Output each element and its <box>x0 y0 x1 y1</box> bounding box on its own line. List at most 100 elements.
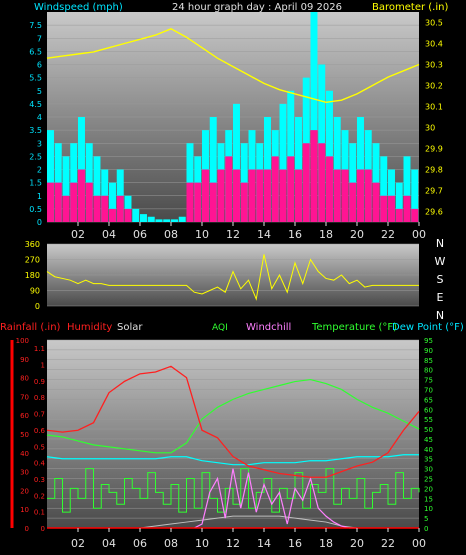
direction-tick: 90 <box>30 287 40 296</box>
x-tick: 10 <box>195 228 209 241</box>
windspeed-tick: 6.5 <box>29 47 42 56</box>
rainfall-tick: 0.8 <box>34 394 45 402</box>
barometer-tick: 30.1 <box>425 103 443 112</box>
x-tick: 12 <box>226 537 240 550</box>
x-tick: 18 <box>319 228 333 241</box>
temperature-tick: 90 <box>424 347 433 355</box>
rainfall-tick: 0.4 <box>34 460 46 468</box>
x-tick: 16 <box>288 537 302 550</box>
temperature-tick: 95 <box>424 337 433 345</box>
x-tick: 06 <box>133 537 147 550</box>
x-tick: 14 <box>257 537 271 550</box>
barometer-ticks: 29.6 29.7 29.8 29.9 30 30.1 30.2 30.3 30.4 30.5 <box>425 19 443 217</box>
humidity-tick: 70 <box>20 393 29 401</box>
wind-gust-bar <box>411 169 419 222</box>
humidity-ticks: 0 10 20 30 40 50 60 70 80 90 100 <box>16 337 29 533</box>
x-tick: 20 <box>350 228 364 241</box>
wind-speed-bar <box>295 169 302 222</box>
wind-speed-bar <box>93 195 101 222</box>
wind-direction-line <box>46 254 419 301</box>
wind-gust-bar <box>380 156 388 222</box>
windspeed-tick: 7.5 <box>29 21 42 30</box>
windspeed-tick: 3 <box>37 139 42 148</box>
wind-speed-bar <box>194 182 202 222</box>
barometer-tick: 29.9 <box>425 145 443 154</box>
temperature-tick: 50 <box>424 426 433 434</box>
rainfall-ticks: 0 0.1 0.2 0.3 0.4 0.5 0.6 0.7 0.8 0.9 1 1.1 <box>34 345 46 533</box>
dewpoint-label: Dew Point (°F) <box>392 322 464 333</box>
dewpoint-line <box>46 454 419 466</box>
windspeed-tick: 2.5 <box>29 152 42 161</box>
wind-speed-bar <box>271 156 279 222</box>
humidity-line <box>46 365 420 478</box>
wind-speed-bar <box>395 208 403 222</box>
windspeed-tick: 2 <box>37 166 42 175</box>
barometer-tick: 30.2 <box>425 82 443 91</box>
compass-label: W <box>435 255 446 268</box>
rainfall-tick: 0.6 <box>34 427 46 435</box>
windspeed-tick: 1.5 <box>29 179 42 188</box>
wind-gust-bar <box>178 216 186 222</box>
wind-gust-bar <box>109 182 116 222</box>
wind-gust-bar <box>132 208 140 222</box>
rainfall-label: Rainfall (.in) <box>0 322 61 333</box>
barometer-tick: 30 <box>425 124 435 133</box>
humidity-tick: 90 <box>20 356 29 364</box>
windspeed-axis-label: Windspeed (mph) <box>34 2 123 13</box>
x-tick: 02 <box>71 537 85 550</box>
aqi-line <box>47 468 420 513</box>
wind-speed-bar <box>209 182 217 222</box>
humidity-tick: 10 <box>20 506 29 514</box>
wind-speed-bar <box>403 195 411 222</box>
direction-tick: 270 <box>25 256 40 265</box>
direction-tick: 360 <box>25 240 40 249</box>
wind-speed-bar <box>70 182 78 222</box>
wind-speed-bar <box>109 208 116 222</box>
wind-speed-bar <box>388 195 395 222</box>
temperature-tick: 0 <box>424 525 428 533</box>
x-tick: 20 <box>350 537 364 550</box>
wind-speed-series <box>47 130 419 222</box>
wind-gust-bar <box>233 103 240 222</box>
wind-speed-bar <box>364 169 372 222</box>
x-tick: 12 <box>226 228 240 241</box>
wind-speed-bar <box>248 169 256 222</box>
wind-speed-bar <box>217 169 225 222</box>
wind-speed-bar <box>78 169 85 222</box>
wind-gust-bar <box>147 216 155 222</box>
wind-speed-bar <box>101 195 109 222</box>
temperature-tick: 40 <box>424 446 433 454</box>
wind-gust-bar <box>310 12 318 222</box>
rainfall-tick: 1 <box>41 362 45 370</box>
temperature-tick: 85 <box>424 357 433 365</box>
temperature-tick: 35 <box>424 456 433 464</box>
temperature-label: Temperature (°F) <box>311 322 397 333</box>
temperature-tick: 65 <box>424 396 433 404</box>
x-ticks-1: 02 04 06 08 10 12 14 16 18 20 22 00 <box>71 222 426 241</box>
humidity-tick: 80 <box>20 375 29 383</box>
x-tick: 08 <box>164 228 178 241</box>
rainfall-tick: 0.1 <box>34 509 45 517</box>
barometer-tick: 29.8 <box>425 166 443 175</box>
windspeed-tick: 6 <box>37 61 42 70</box>
humidity-tick: 100 <box>16 337 29 345</box>
x-tick: 18 <box>319 537 333 550</box>
wind-speed-bar <box>233 169 240 222</box>
windspeed-tick: 5 <box>37 87 42 96</box>
windspeed-ticks: 0 0.5 1 1.5 2 2.5 3 3.5 4 4.5 5 5.5 6 6.5 7 7.5 <box>29 21 42 227</box>
temperature-tick: 30 <box>424 466 433 474</box>
rainfall-tick: 1.1 <box>34 345 45 353</box>
compass-label: S <box>437 273 444 286</box>
compass-label: N <box>436 237 444 250</box>
humidity-tick: 20 <box>20 487 29 495</box>
temperature-tick: 25 <box>424 476 433 484</box>
barometer-tick: 30.4 <box>425 40 443 49</box>
wind-gust-bar <box>62 156 70 222</box>
barometer-line <box>46 28 420 104</box>
direction-tick: 180 <box>25 271 40 280</box>
wind-speed-bar <box>372 182 380 222</box>
windspeed-tick: 1 <box>37 192 42 201</box>
humidity-tick: 60 <box>20 412 29 420</box>
